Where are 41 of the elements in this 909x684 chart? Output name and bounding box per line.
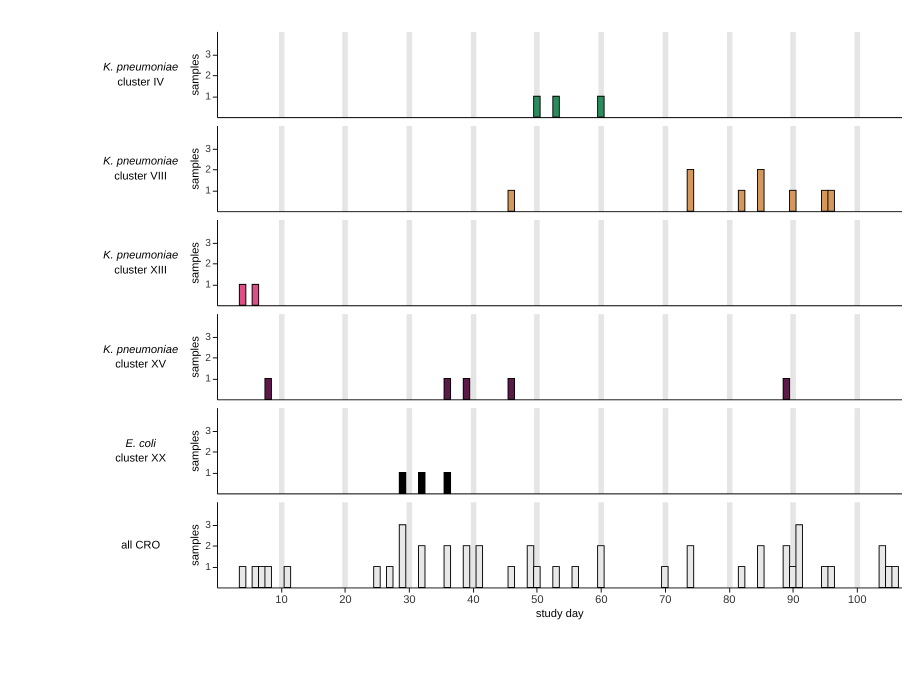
y-tick-label: 1 [205,374,212,385]
y-tick-label: 3 [205,332,212,343]
y-axis-title: samples [190,148,202,190]
y-tick-label: 3 [205,144,212,155]
y-axis-title: samples [190,242,202,284]
y-tick-label: 3 [205,238,212,249]
x-tick-label: 50 [531,594,544,606]
y-tick-label: 2 [205,70,212,82]
y-tick-label: 1 [205,280,212,291]
y-tick-label: 1 [205,92,212,102]
y-axis-title: samples [190,430,202,472]
x-tick-label: 80 [723,594,736,606]
text: K. pneumoniae cluster IV [103,62,178,88]
y-tick-label: 1 [205,468,212,479]
text: K. pneumoniae cluster VIII [103,156,178,183]
x-axis-title: study day [536,608,584,620]
y-tick-label: 1 [205,562,212,573]
y-tick-label: 2 [205,164,212,176]
x-tick-label: 30 [403,594,416,606]
y-tick-label: 2 [205,540,212,552]
y-axis-title: samples [190,524,202,566]
y-tick-label: 1 [205,186,212,197]
y-tick-label: 2 [205,258,212,270]
x-tick-label: 90 [787,594,800,606]
x-tick-label: 40 [467,594,480,606]
text: all CRO [121,539,160,552]
x-tick-label: 60 [595,594,608,606]
x-tick-label: 70 [659,594,672,606]
y-axis-title: samples [190,54,202,96]
text: K. pneumoniae cluster XV [103,344,178,371]
text: E. coli cluster XX [115,438,167,465]
x-tick-label: 100 [848,594,867,606]
y-tick-label: 3 [205,520,212,532]
x-tick-label: 10 [275,594,288,606]
y-tick-label: 2 [205,446,212,458]
text: K. pneumoniae cluster XIII [103,250,178,277]
y-tick-label: 2 [205,352,212,364]
x-tick-label: 20 [339,594,352,606]
y-axis-title: samples [190,336,202,378]
y-tick-label: 3 [205,50,212,61]
y-tick-label: 3 [205,426,212,437]
